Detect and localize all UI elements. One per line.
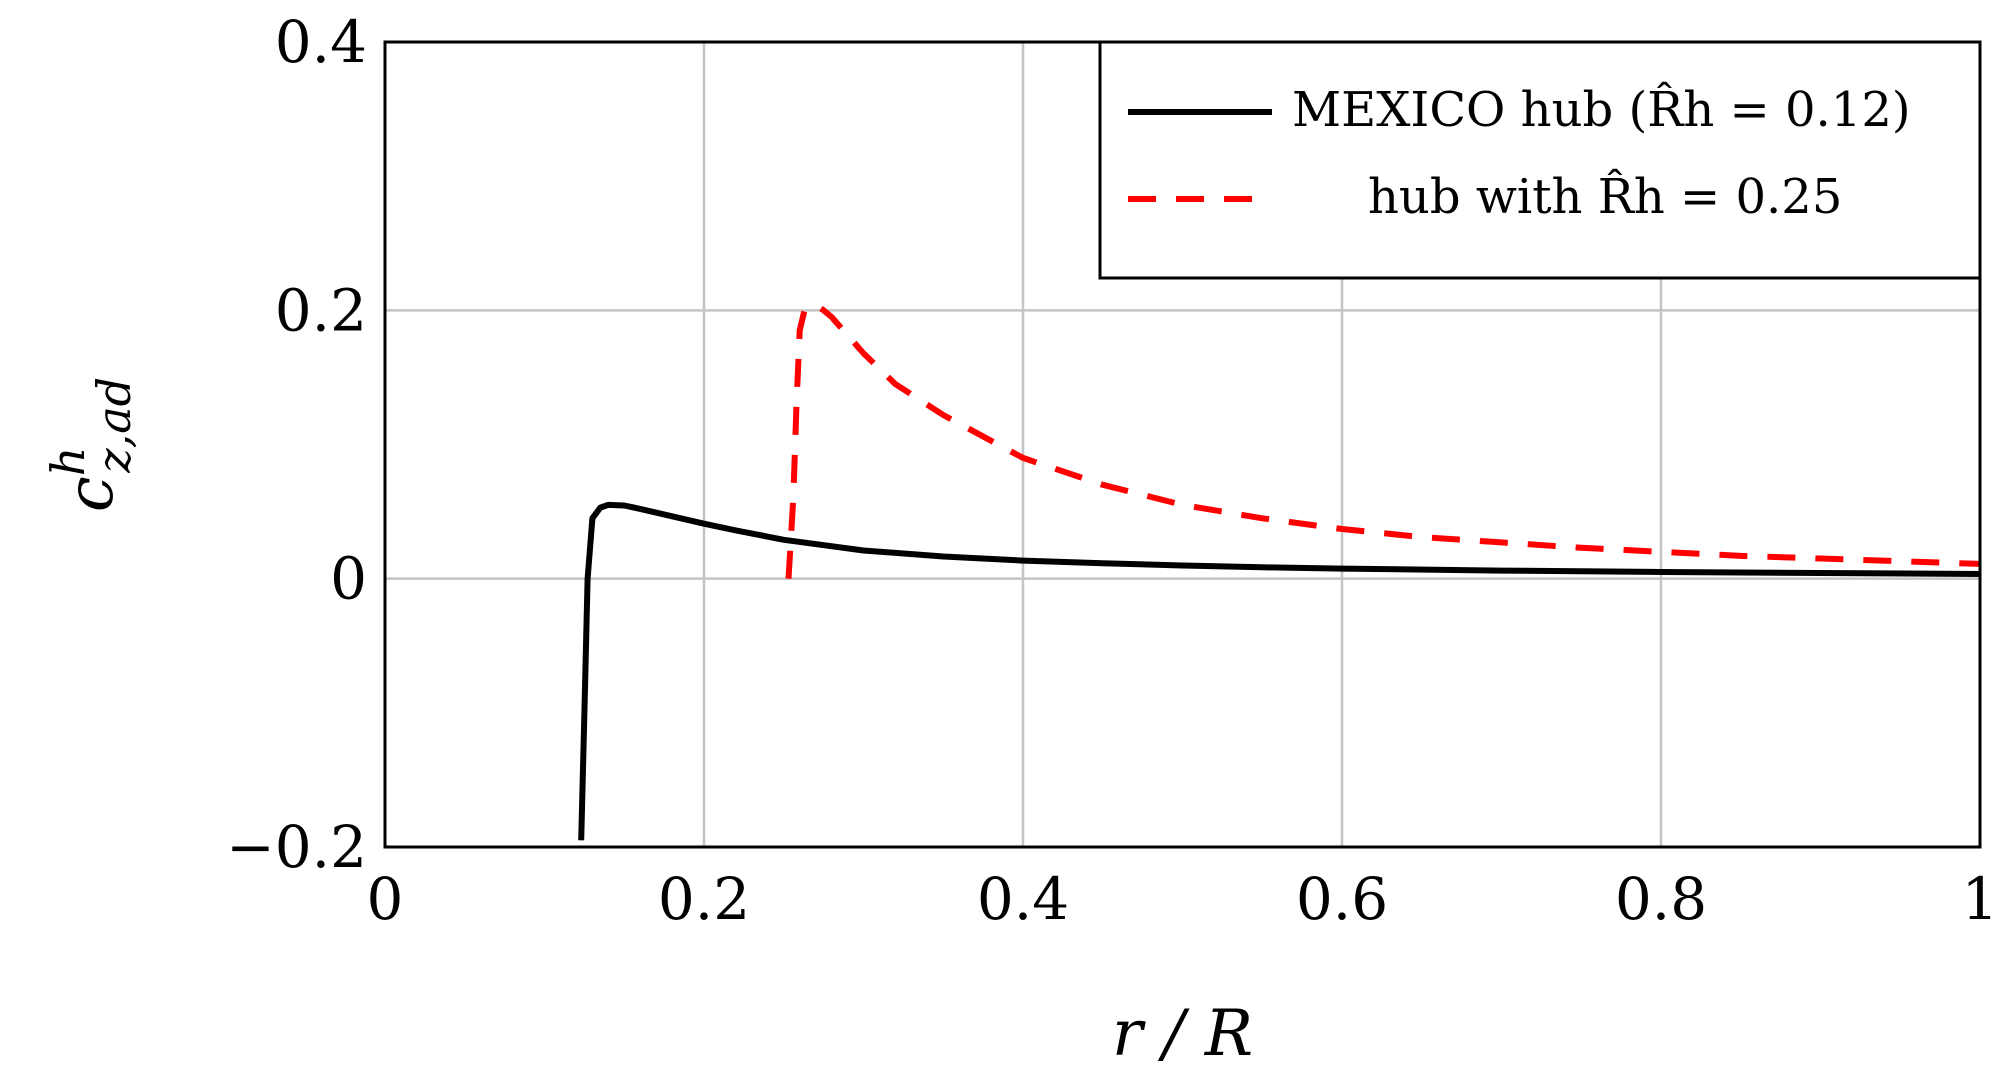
y-tick-label: 0: [330, 545, 367, 613]
legend-box: [1098, 40, 1982, 280]
y-axis-label: chz,ad: [41, 377, 141, 512]
x-tick-label: 0: [367, 865, 404, 933]
ticks: 0 0.2 0.4 0.6 0.8 1−0.200.20.4: [226, 8, 1996, 933]
legend: MEXICO hub (R̂h = 0.12) hub with R̂h = 0…: [1098, 40, 1982, 280]
series-line-1: [785, 302, 1981, 579]
series-layer: [578, 302, 1981, 841]
x-tick-label: 0.8: [1615, 865, 1707, 933]
x-tick-label: 1: [1962, 865, 1996, 933]
y-tick-label: 0.2: [275, 276, 367, 344]
x-tick-label: 0.6: [1296, 865, 1388, 933]
y-tick-label: 0.4: [275, 8, 367, 76]
y-axis-label-sub: z,ad: [87, 377, 141, 474]
series-line-0: [578, 501, 1981, 841]
x-tick-label: 0.2: [658, 865, 750, 933]
y-axis-label-sup: h: [41, 447, 95, 477]
x-axis-label: r / R: [1112, 997, 1253, 1071]
y-tick-label: −0.2: [226, 813, 367, 881]
legend-label-mexico-hub: MEXICO hub (R̂h = 0.12): [1292, 80, 1911, 138]
x-tick-label: 0.4: [977, 865, 1069, 933]
y-axis-label-base: c: [54, 476, 128, 512]
legend-label-hub-025: hub with R̂h = 0.25: [1368, 167, 1842, 225]
